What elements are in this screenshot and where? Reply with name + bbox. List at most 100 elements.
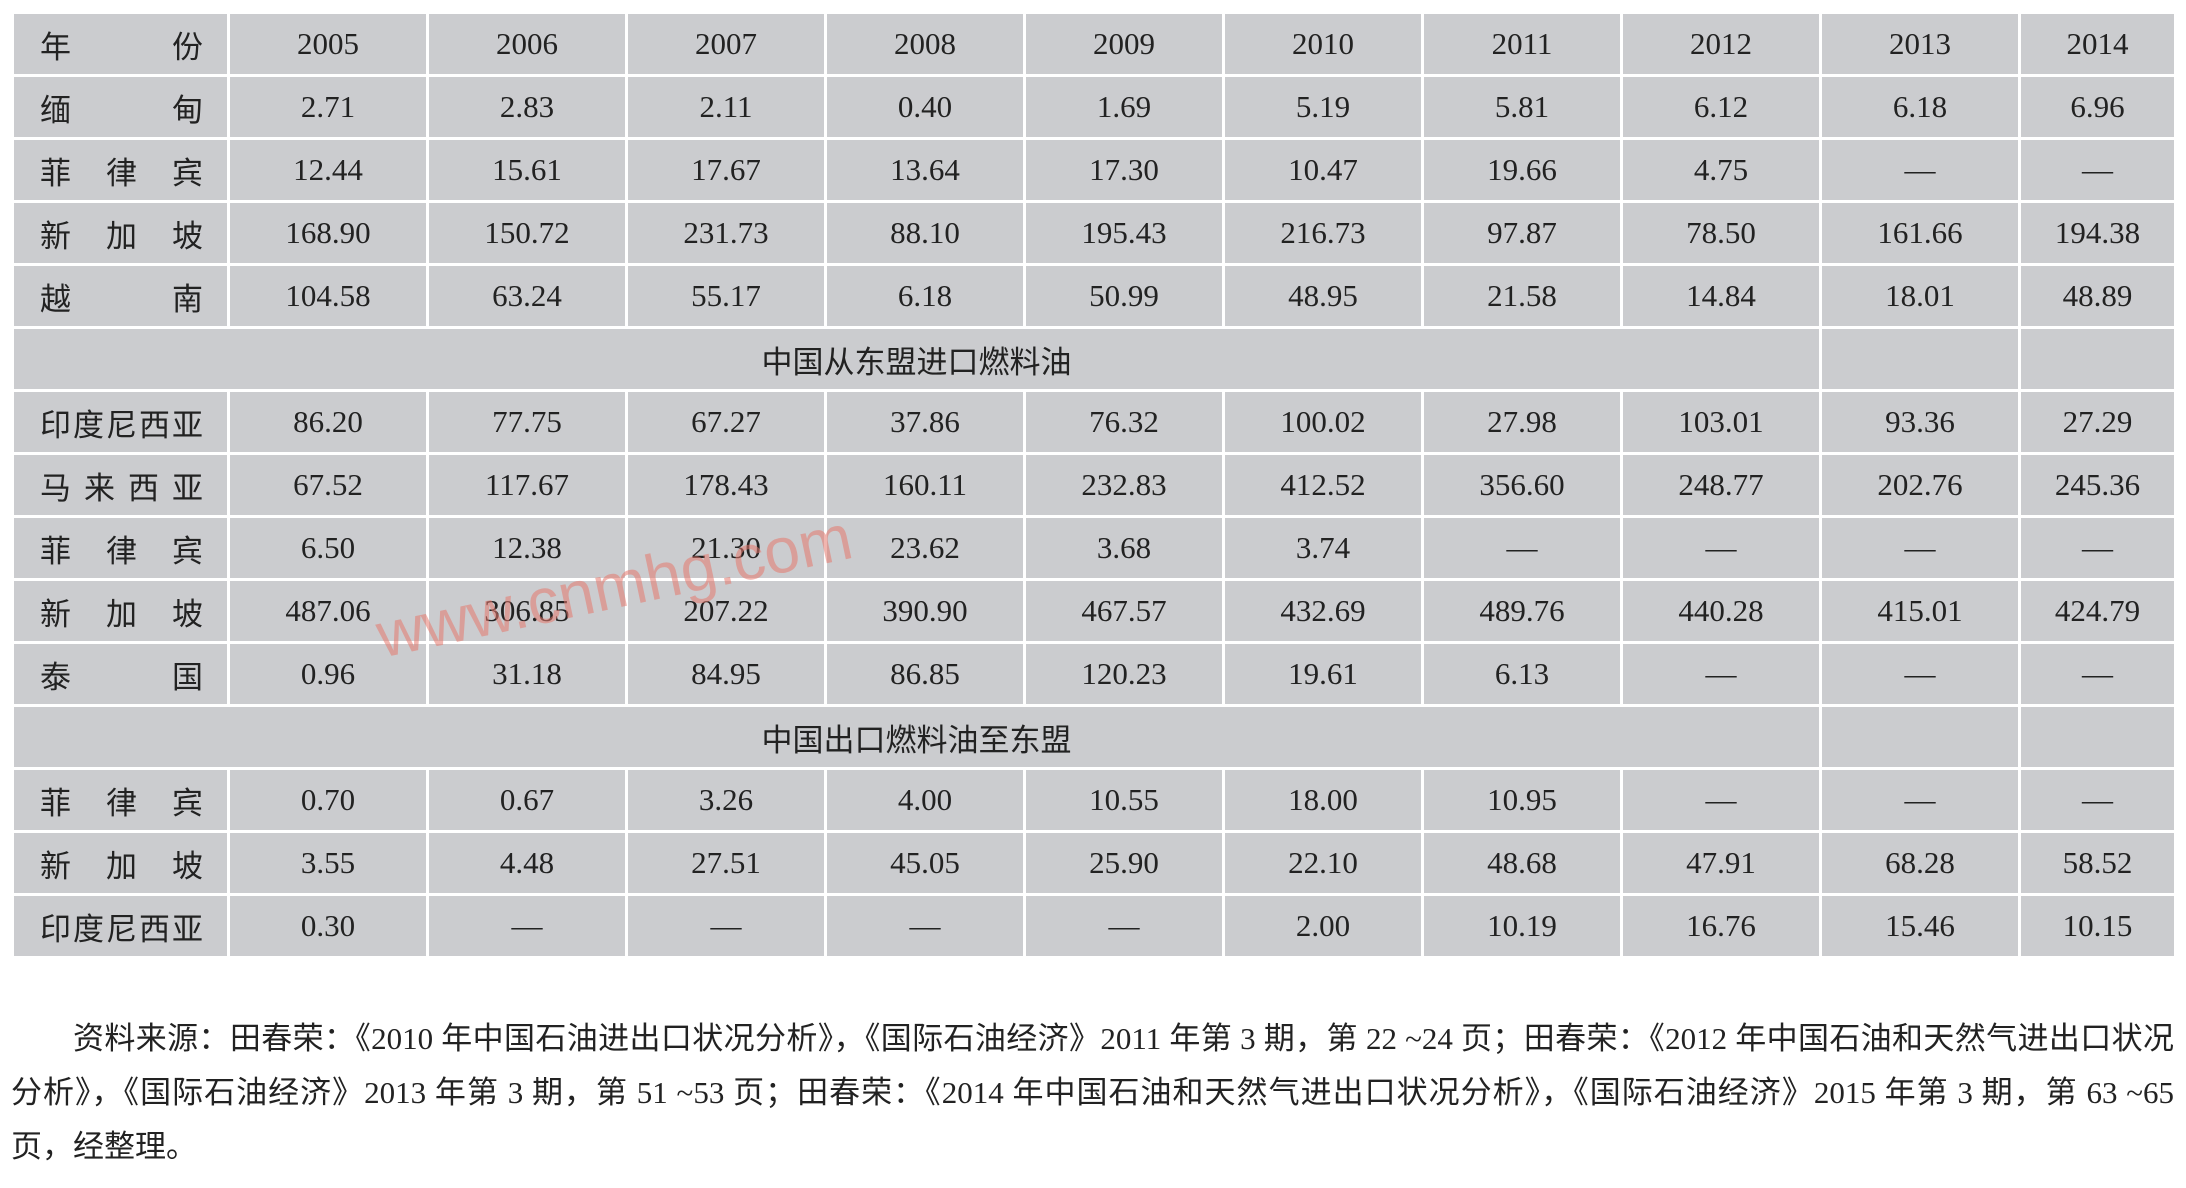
header-cell: 2006 bbox=[426, 11, 628, 77]
cell: 10.47 bbox=[1222, 137, 1424, 203]
cell: 6.12 bbox=[1620, 74, 1822, 140]
cell: 10.19 bbox=[1421, 893, 1623, 959]
cell: — bbox=[2018, 767, 2177, 833]
cell: 0.67 bbox=[426, 767, 628, 833]
cell: 248.77 bbox=[1620, 452, 1822, 518]
header-cell: 2011 bbox=[1421, 11, 1623, 77]
cell: 10.55 bbox=[1023, 767, 1225, 833]
cell: 10.95 bbox=[1421, 767, 1623, 833]
cell: — bbox=[2018, 515, 2177, 581]
cell: 67.52 bbox=[227, 452, 429, 518]
cell: 120.23 bbox=[1023, 641, 1225, 707]
cell: — bbox=[2018, 641, 2177, 707]
cell: 6.50 bbox=[227, 515, 429, 581]
row-label: 菲律宾 bbox=[11, 137, 230, 203]
cell: 0.30 bbox=[227, 893, 429, 959]
cell: 412.52 bbox=[1222, 452, 1424, 518]
data-row: 菲律宾 12.44 15.61 17.67 13.64 17.30 10.47 19.66 4.… bbox=[11, 137, 2177, 203]
header-cell: 2010 bbox=[1222, 11, 1424, 77]
cell: 3.26 bbox=[625, 767, 827, 833]
header-row: 年份 2005 2006 2007 2008 2009 2010 2011 2012 2013 20… bbox=[11, 11, 2177, 77]
cell: 487.06 bbox=[227, 578, 429, 644]
header-cell: 2005 bbox=[227, 11, 429, 77]
cell: 3.68 bbox=[1023, 515, 1225, 581]
empty-cell bbox=[1819, 704, 2021, 770]
empty-cell bbox=[2018, 326, 2177, 392]
cell: 245.36 bbox=[2018, 452, 2177, 518]
cell: — bbox=[1819, 767, 2021, 833]
cell: 48.95 bbox=[1222, 263, 1424, 329]
cell: 31.18 bbox=[426, 641, 628, 707]
empty-cell bbox=[1819, 326, 2021, 392]
cell: 6.13 bbox=[1421, 641, 1623, 707]
cell: 17.67 bbox=[625, 137, 827, 203]
cell: — bbox=[625, 893, 827, 959]
cell: 10.15 bbox=[2018, 893, 2177, 959]
cell: 195.43 bbox=[1023, 200, 1225, 266]
cell: — bbox=[1620, 515, 1822, 581]
cell: — bbox=[426, 893, 628, 959]
cell: 21.58 bbox=[1421, 263, 1623, 329]
cell: 100.02 bbox=[1222, 389, 1424, 455]
cell: — bbox=[1421, 515, 1623, 581]
cell: 440.28 bbox=[1620, 578, 1822, 644]
cell: — bbox=[1819, 137, 2021, 203]
cell: 4.48 bbox=[426, 830, 628, 896]
cell: 23.62 bbox=[824, 515, 1026, 581]
cell: 13.64 bbox=[824, 137, 1026, 203]
data-row: 马来西亚 67.52 117.67 178.43 160.11 232.83 412.52 3… bbox=[11, 452, 2177, 518]
cell: 117.67 bbox=[426, 452, 628, 518]
cell: 306.85 bbox=[426, 578, 628, 644]
cell: 424.79 bbox=[2018, 578, 2177, 644]
cell: 168.90 bbox=[227, 200, 429, 266]
section-label: 中国出口燃料油至东盟 bbox=[11, 704, 1822, 770]
row-label: 新加坡 bbox=[11, 200, 230, 266]
section-row: 中国出口燃料油至东盟 bbox=[11, 704, 2177, 770]
cell: 12.38 bbox=[426, 515, 628, 581]
cell: 50.99 bbox=[1023, 263, 1225, 329]
cell: — bbox=[2018, 137, 2177, 203]
cell: 18.00 bbox=[1222, 767, 1424, 833]
cell: 4.75 bbox=[1620, 137, 1822, 203]
cell: 19.66 bbox=[1421, 137, 1623, 203]
section-row: 中国从东盟进口燃料油 bbox=[11, 326, 2177, 392]
cell: 48.68 bbox=[1421, 830, 1623, 896]
data-row: 印度尼西亚 0.30— — — —2.00 10.19 16.76 15.46 10.15 bbox=[11, 893, 2177, 959]
header-cell: 2008 bbox=[824, 11, 1026, 77]
cell: 47.91 bbox=[1620, 830, 1822, 896]
cell: 356.60 bbox=[1421, 452, 1623, 518]
row-label: 泰国 bbox=[11, 641, 230, 707]
data-row: 泰国 0.96 31.18 84.95 86.85 120.23 19.61 6.13— — — bbox=[11, 641, 2177, 707]
cell: 415.01 bbox=[1819, 578, 2021, 644]
cell: 467.57 bbox=[1023, 578, 1225, 644]
cell: 202.76 bbox=[1819, 452, 2021, 518]
header-cell: 2012 bbox=[1620, 11, 1822, 77]
cell: 67.27 bbox=[625, 389, 827, 455]
cell: 27.98 bbox=[1421, 389, 1623, 455]
cell: 207.22 bbox=[625, 578, 827, 644]
cell: — bbox=[1819, 515, 2021, 581]
cell: 76.32 bbox=[1023, 389, 1225, 455]
cell: 27.51 bbox=[625, 830, 827, 896]
cell: 2.83 bbox=[426, 74, 628, 140]
cell: 161.66 bbox=[1819, 200, 2021, 266]
data-row: 印度尼西亚 86.20 77.75 67.27 37.86 76.32 100.02 27.9… bbox=[11, 389, 2177, 455]
header-cell: 2009 bbox=[1023, 11, 1225, 77]
header-cell: 2013 bbox=[1819, 11, 2021, 77]
cell: 390.90 bbox=[824, 578, 1026, 644]
cell: 25.90 bbox=[1023, 830, 1225, 896]
cell: 84.95 bbox=[625, 641, 827, 707]
cell: 37.86 bbox=[824, 389, 1026, 455]
cell: 17.30 bbox=[1023, 137, 1225, 203]
cell: 78.50 bbox=[1620, 200, 1822, 266]
cell: 160.11 bbox=[824, 452, 1026, 518]
cell: 0.70 bbox=[227, 767, 429, 833]
cell: 45.05 bbox=[824, 830, 1026, 896]
cell: 19.61 bbox=[1222, 641, 1424, 707]
cell: — bbox=[1620, 641, 1822, 707]
cell: 93.36 bbox=[1819, 389, 2021, 455]
cell: 22.10 bbox=[1222, 830, 1424, 896]
cell: 2.11 bbox=[625, 74, 827, 140]
cell: 432.69 bbox=[1222, 578, 1424, 644]
row-label: 新加坡 bbox=[11, 830, 230, 896]
